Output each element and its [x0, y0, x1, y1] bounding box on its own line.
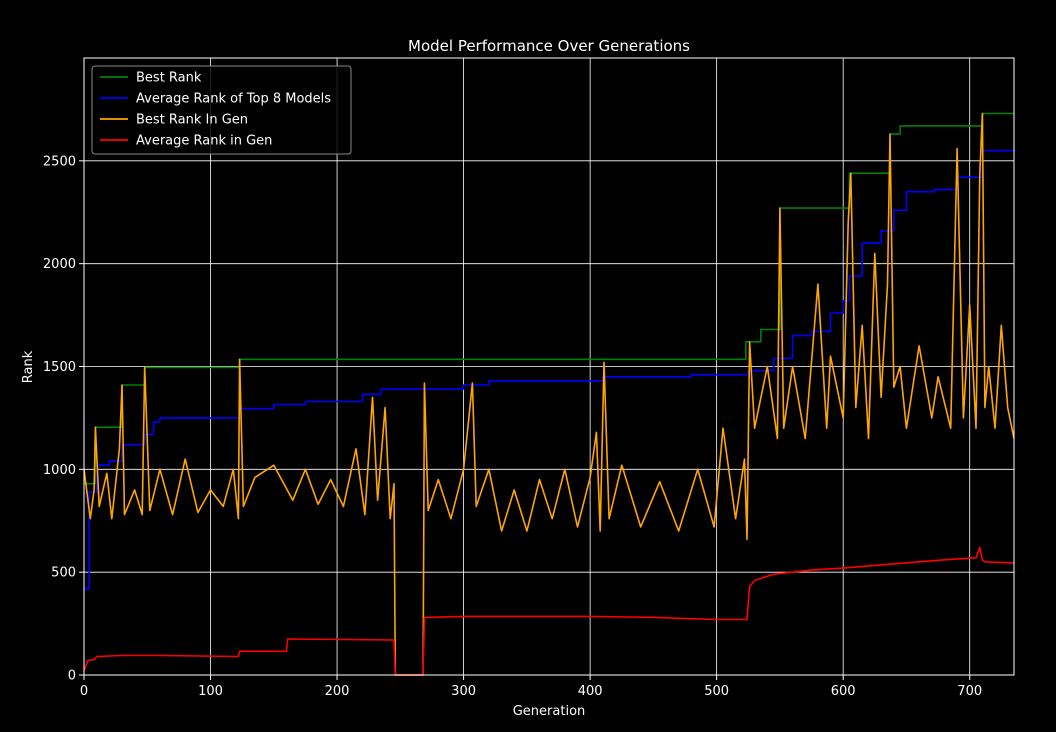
- legend-label-2: Best Rank In Gen: [136, 113, 248, 128]
- x-tick-label-3: 300: [451, 684, 476, 699]
- y-tick-label-3: 1500: [43, 360, 76, 375]
- y-axis-title: Rank: [21, 350, 36, 383]
- x-tick-label-7: 700: [957, 684, 982, 699]
- x-tick-label-1: 100: [198, 684, 223, 699]
- x-axis-ticks: 0 100 200 300 400 500 600 700: [80, 675, 982, 699]
- y-tick-label-4: 2000: [43, 257, 76, 272]
- chart-title: Model Performance Over Generations: [408, 37, 690, 55]
- y-tick-label-1: 500: [51, 566, 76, 581]
- y-axis-ticks: 0 500 1000 1500 2000 2500: [43, 154, 84, 684]
- x-tick-label-6: 600: [831, 684, 856, 699]
- y-tick-label-2: 1000: [43, 463, 76, 478]
- plot-area: [83, 57, 1015, 676]
- legend: Best Rank Average Rank of Top 8 Models Bes…: [91, 65, 352, 155]
- legend-label-1: Average Rank of Top 8 Models: [136, 92, 331, 107]
- x-tick-label-5: 500: [704, 684, 729, 699]
- legend-label-0: Best Rank: [136, 71, 202, 86]
- grid-lines: [83, 58, 1014, 676]
- series-layer: [83, 112, 1015, 676]
- series-line-2: [83, 112, 1015, 676]
- y-tick-label-5: 2500: [43, 154, 76, 169]
- x-axis-title: Generation: [513, 704, 586, 719]
- y-tick-label-0: 0: [68, 669, 76, 684]
- legend-label-3: Average Rank in Gen: [136, 134, 272, 149]
- x-tick-label-0: 0: [80, 684, 88, 699]
- x-tick-label-2: 200: [325, 684, 350, 699]
- x-tick-label-4: 400: [578, 684, 603, 699]
- legend-box: [91, 65, 352, 155]
- series-line-3: [83, 546, 1015, 676]
- legend-items: Best Rank Average Rank of Top 8 Models Bes…: [100, 71, 331, 149]
